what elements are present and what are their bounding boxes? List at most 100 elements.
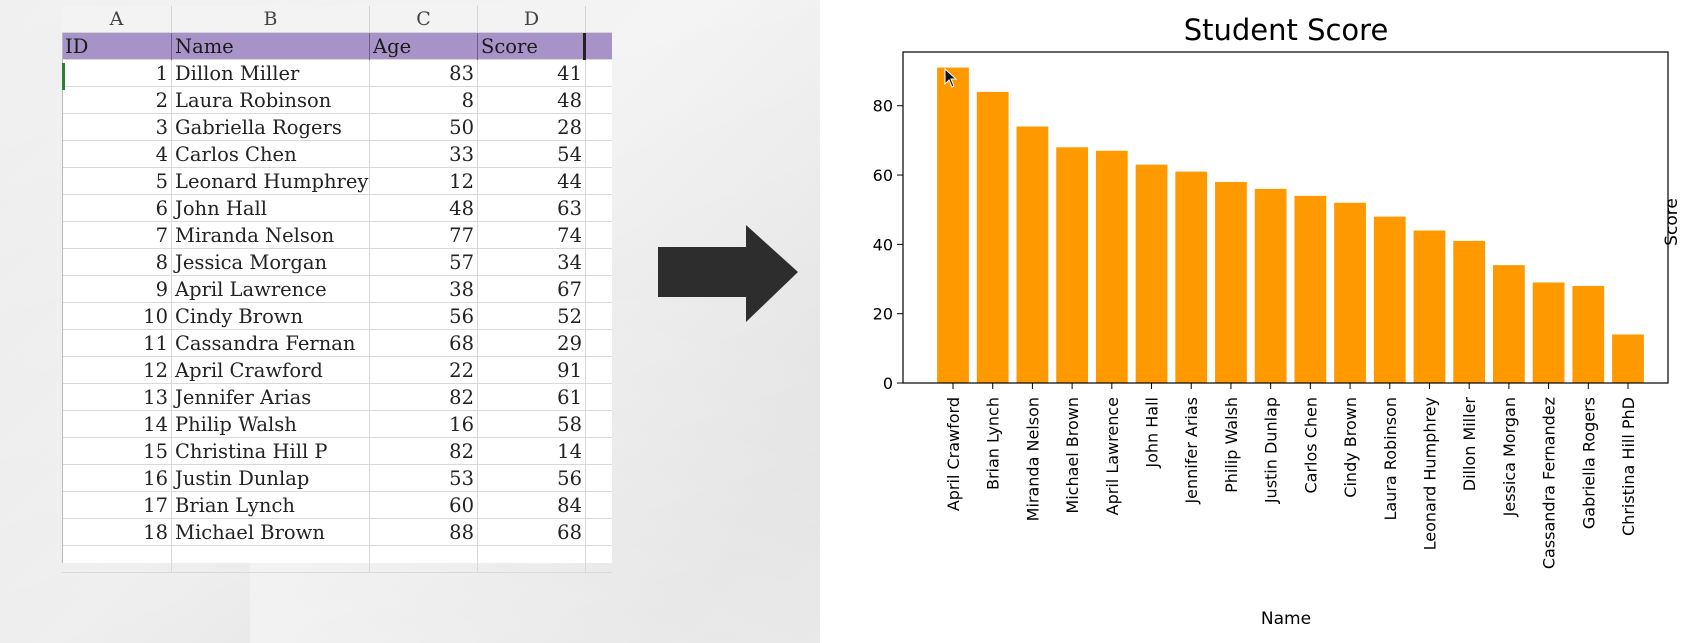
cell-id[interactable]: 17 bbox=[62, 492, 172, 519]
cell-name[interactable]: Miranda Nelson bbox=[172, 222, 370, 249]
cell-age[interactable]: 60 bbox=[370, 492, 478, 519]
cell-id[interactable]: 4 bbox=[62, 141, 172, 168]
cell-score[interactable]: 28 bbox=[478, 114, 586, 141]
cell-name[interactable]: Cassandra Fernan bbox=[172, 330, 370, 357]
cell-name[interactable]: Gabriella Rogers bbox=[172, 114, 370, 141]
cell-name[interactable]: Jennifer Arias bbox=[172, 384, 370, 411]
cell-id[interactable]: 6 bbox=[62, 195, 172, 222]
cell-age[interactable]: 22 bbox=[370, 357, 478, 384]
bar-chart: Student Score 0 20 40 60 80 April Crawford Br… bbox=[873, 13, 1682, 629]
cell-name[interactable]: Leonard Humphrey bbox=[172, 168, 370, 195]
cell-score[interactable]: 52 bbox=[478, 303, 586, 330]
column-header-b[interactable]: B bbox=[172, 6, 370, 33]
cell-name[interactable]: Laura Robinson bbox=[172, 87, 370, 114]
cell-score[interactable]: 48 bbox=[478, 87, 586, 114]
cell-age[interactable]: 77 bbox=[370, 222, 478, 249]
cell-score[interactable]: 44 bbox=[478, 168, 586, 195]
cell-score[interactable]: 56 bbox=[478, 465, 586, 492]
table-row-empty[interactable] bbox=[62, 546, 612, 573]
cell-name[interactable]: Carlos Chen bbox=[172, 141, 370, 168]
cell-name[interactable]: John Hall bbox=[172, 195, 370, 222]
cell-id[interactable]: 8 bbox=[62, 249, 172, 276]
cell-age[interactable]: 53 bbox=[370, 465, 478, 492]
cell-age[interactable]: 82 bbox=[370, 384, 478, 411]
table-row: 1 Dillon Miller 83 41 bbox=[62, 60, 612, 87]
cell-score[interactable]: 68 bbox=[478, 519, 586, 546]
bar bbox=[1453, 240, 1486, 383]
cell-id[interactable]: 1 bbox=[62, 60, 172, 87]
cell-empty[interactable] bbox=[478, 546, 586, 573]
cell-id[interactable]: 15 bbox=[62, 438, 172, 465]
cell-name[interactable]: April Crawford bbox=[172, 357, 370, 384]
header-cell-score[interactable]: Score bbox=[478, 33, 586, 60]
header-row: ID Name Age Score bbox=[62, 33, 612, 60]
cell-name[interactable]: Christina Hill P bbox=[172, 438, 370, 465]
cell-age[interactable]: 83 bbox=[370, 60, 478, 87]
cell-age[interactable]: 82 bbox=[370, 438, 478, 465]
cell-age[interactable]: 8 bbox=[370, 87, 478, 114]
cell-name[interactable]: Jessica Morgan bbox=[172, 249, 370, 276]
x-tick-label: Justin Dunlap bbox=[1262, 397, 1281, 504]
column-header-c[interactable]: C bbox=[370, 6, 478, 33]
cell-score[interactable]: 29 bbox=[478, 330, 586, 357]
cell-age[interactable]: 57 bbox=[370, 249, 478, 276]
x-tick-label: Christina Hill PhD bbox=[1619, 397, 1638, 536]
cell-age[interactable]: 16 bbox=[370, 411, 478, 438]
cell-score[interactable]: 58 bbox=[478, 411, 586, 438]
cell-name[interactable]: Dillon Miller bbox=[172, 60, 370, 87]
cell-id[interactable]: 5 bbox=[62, 168, 172, 195]
cell-score[interactable]: 54 bbox=[478, 141, 586, 168]
cell-age[interactable]: 88 bbox=[370, 519, 478, 546]
column-header-a[interactable]: A bbox=[62, 6, 172, 33]
cell-empty[interactable] bbox=[62, 546, 172, 573]
header-cell-name[interactable]: Name bbox=[172, 33, 370, 60]
cell-score[interactable]: 74 bbox=[478, 222, 586, 249]
table-row: 3 Gabriella Rogers 50 28 bbox=[62, 114, 612, 141]
table-row: 9 April Lawrence 38 67 bbox=[62, 276, 612, 303]
cell-id[interactable]: 18 bbox=[62, 519, 172, 546]
cell-age[interactable]: 38 bbox=[370, 276, 478, 303]
cell-name[interactable]: Michael Brown bbox=[172, 519, 370, 546]
header-cell-id[interactable]: ID bbox=[62, 33, 172, 60]
cell-age[interactable]: 56 bbox=[370, 303, 478, 330]
cell-score[interactable]: 61 bbox=[478, 384, 586, 411]
cell-name[interactable]: Cindy Brown bbox=[172, 303, 370, 330]
cell-age[interactable]: 68 bbox=[370, 330, 478, 357]
cell-id[interactable]: 13 bbox=[62, 384, 172, 411]
cell-age[interactable]: 48 bbox=[370, 195, 478, 222]
header-cell-age[interactable]: Age bbox=[370, 33, 478, 60]
cell-id[interactable]: 11 bbox=[62, 330, 172, 357]
y-tick-label: 80 bbox=[873, 97, 893, 116]
cell-score[interactable]: 41 bbox=[478, 60, 586, 87]
cell-score[interactable]: 91 bbox=[478, 357, 586, 384]
cell-empty[interactable] bbox=[172, 546, 370, 573]
bar bbox=[1254, 188, 1287, 383]
cell-score[interactable]: 63 bbox=[478, 195, 586, 222]
cell-age[interactable]: 12 bbox=[370, 168, 478, 195]
cell-name[interactable]: Philip Walsh bbox=[172, 411, 370, 438]
cell-name[interactable]: April Lawrence bbox=[172, 276, 370, 303]
cell-score[interactable]: 67 bbox=[478, 276, 586, 303]
cell-id[interactable]: 3 bbox=[62, 114, 172, 141]
cell-id[interactable]: 14 bbox=[62, 411, 172, 438]
cell-score[interactable]: 84 bbox=[478, 492, 586, 519]
cell-name[interactable]: Justin Dunlap bbox=[172, 465, 370, 492]
bar bbox=[1532, 282, 1565, 383]
cell-score[interactable]: 14 bbox=[478, 438, 586, 465]
cell-id[interactable]: 10 bbox=[62, 303, 172, 330]
x-tick-label: April Lawrence bbox=[1103, 397, 1122, 515]
table-row: 6 John Hall 48 63 bbox=[62, 195, 612, 222]
cell-id[interactable]: 2 bbox=[62, 87, 172, 114]
table-row: 7 Miranda Nelson 77 74 bbox=[62, 222, 612, 249]
cell-id[interactable]: 9 bbox=[62, 276, 172, 303]
cell-id[interactable]: 12 bbox=[62, 357, 172, 384]
cell-id[interactable]: 7 bbox=[62, 222, 172, 249]
cell-id[interactable]: 16 bbox=[62, 465, 172, 492]
cell-score[interactable]: 34 bbox=[478, 249, 586, 276]
cell-empty[interactable] bbox=[370, 546, 478, 573]
cell-age[interactable]: 33 bbox=[370, 141, 478, 168]
column-header-d[interactable]: D bbox=[478, 6, 586, 33]
cell-name[interactable]: Brian Lynch bbox=[172, 492, 370, 519]
bar bbox=[1135, 164, 1168, 383]
cell-age[interactable]: 50 bbox=[370, 114, 478, 141]
